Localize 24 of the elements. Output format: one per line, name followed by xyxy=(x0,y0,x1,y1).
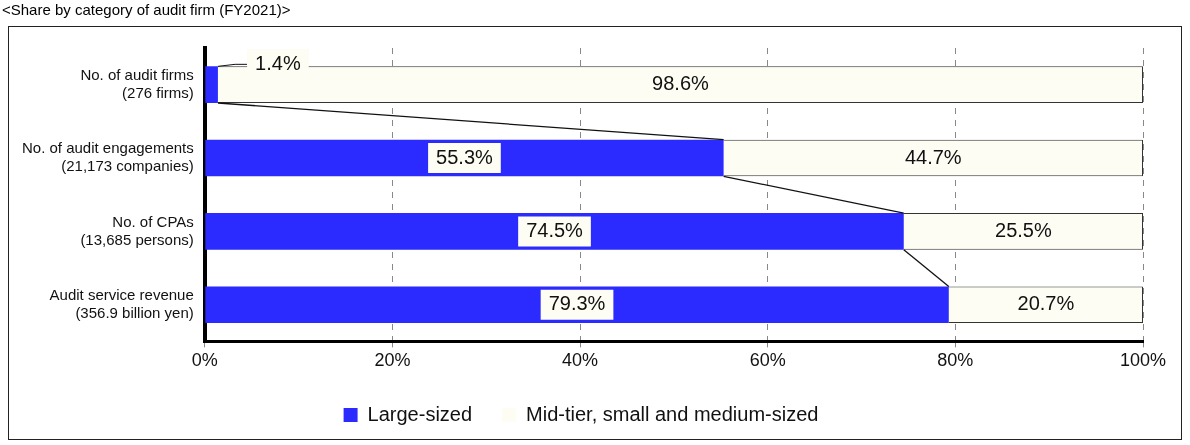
x-tick-label: 40% xyxy=(562,350,599,371)
x-tick-label: 100% xyxy=(1119,350,1167,371)
x-tick-label: 80% xyxy=(937,350,974,371)
legend-label: Mid-tier, small and medium-sized xyxy=(526,402,819,425)
data-label: 74.5% xyxy=(526,218,584,241)
y-tick-label: No. of CPAs (13,685 persons) xyxy=(80,212,194,248)
data-label: 20.7% xyxy=(1017,292,1075,315)
data-label: 98.6% xyxy=(652,72,710,95)
data-label: 79.3% xyxy=(548,292,606,315)
chart-title: <Share by category of audit firm (FY2021)> xyxy=(1,0,292,20)
x-tick-label: 60% xyxy=(749,350,786,371)
x-tick-label: 0% xyxy=(191,350,218,371)
data-label: 44.7% xyxy=(904,145,962,168)
data-label: 55.3% xyxy=(436,145,494,168)
y-tick-label: Audit service revenue (356.9 billion yen) xyxy=(49,285,194,321)
y-tick-label: No. of audit firms (276 firms) xyxy=(80,65,194,101)
bar xyxy=(205,286,949,324)
data-label: 25.5% xyxy=(995,218,1052,241)
y-tick-label: No. of audit engagements (21,173 companies) xyxy=(21,139,194,175)
data-label: 1.4% xyxy=(255,51,301,74)
x-tick-label: 20% xyxy=(374,350,411,371)
bar xyxy=(205,66,218,104)
legend-label: Large-sized xyxy=(367,402,473,425)
bar xyxy=(205,213,904,250)
